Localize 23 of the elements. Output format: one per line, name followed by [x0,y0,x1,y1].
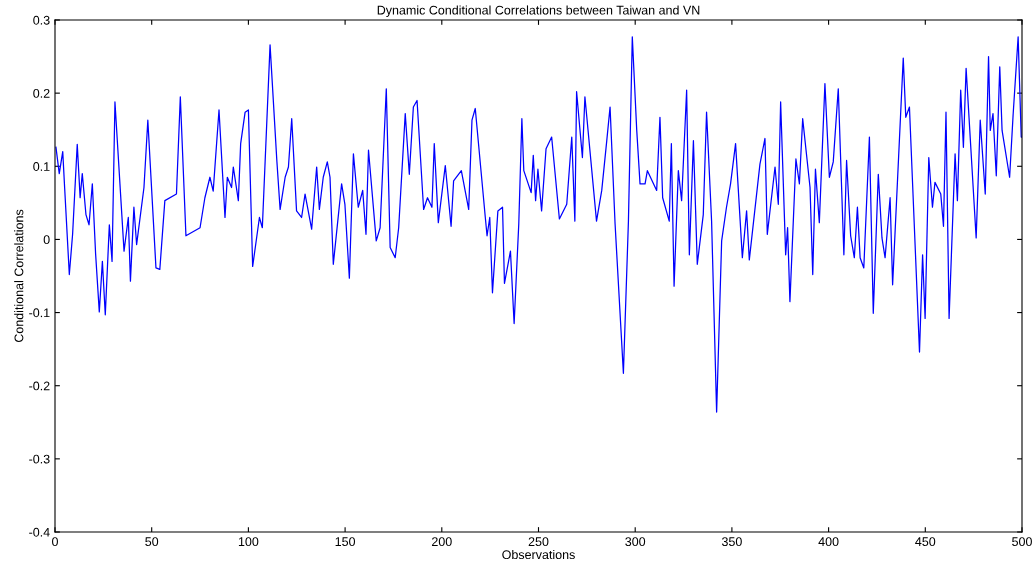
x-tick-label: 150 [335,537,356,547]
chart-title: Dynamic Conditional Correlations between Taiwan and VN [377,5,700,18]
x-tick-label: 400 [818,537,839,547]
y-tick-label: -0.4 [29,527,50,537]
y-tick-label: -0.2 [29,381,50,391]
y-tick-label: 0.3 [33,15,50,25]
y-tick-label: 0.1 [33,162,50,171]
x-tick-label: 300 [625,537,646,547]
x-tick-label: 200 [432,537,452,547]
x-tick-label: 350 [721,537,742,547]
y-tick-label: -0.3 [29,454,50,464]
x-tick-label: 50 [145,537,159,547]
y-tick-label: 0 [43,235,50,245]
x-tick-label: 450 [915,537,936,547]
line-series [55,36,1022,413]
x-axis-title: Observations [502,549,575,560]
y-tick-label: 0.2 [33,88,50,98]
x-tick-label: 0 [52,537,58,547]
x-tick-label: 100 [238,537,259,547]
x-tick-label: 250 [528,537,549,547]
y-tick-label: -0.1 [29,308,50,318]
x-tick-label: 500 [1012,537,1032,547]
y-axis-title: Conditional Correlations [14,209,24,343]
